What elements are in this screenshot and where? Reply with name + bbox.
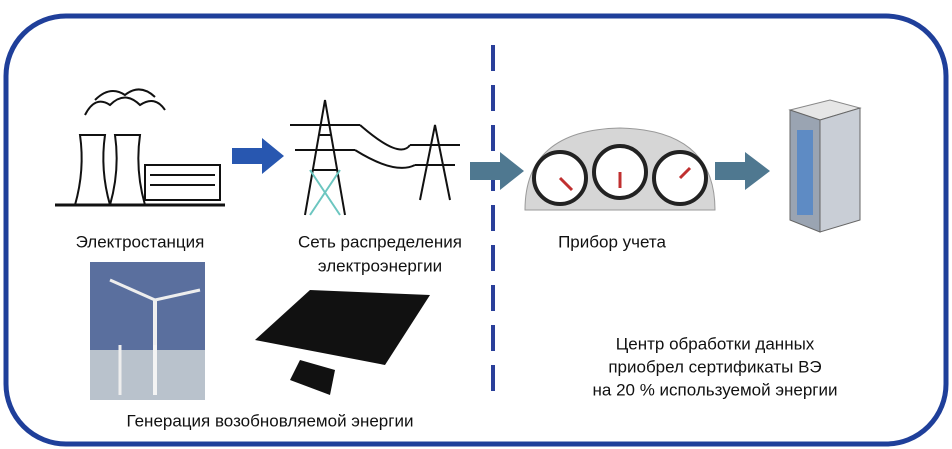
wind-turbine-photo	[90, 262, 205, 400]
label: электроэнергии	[318, 256, 442, 275]
label: Центр обработки данных	[616, 334, 815, 353]
label: Сеть распределения	[298, 232, 462, 251]
page: Электростанция Сеть распределения электр…	[0, 0, 952, 449]
label: приобрел сертификаты ВЭ	[608, 357, 821, 376]
diagram: Электростанция Сеть распределения электр…	[0, 0, 952, 449]
label: Прибор учета	[558, 232, 666, 251]
label: Генерация возобновляемой энергии	[127, 411, 414, 430]
server-icon	[790, 100, 860, 232]
label: Электростанция	[76, 232, 205, 251]
label: на 20 % используемой энергии	[593, 380, 838, 399]
